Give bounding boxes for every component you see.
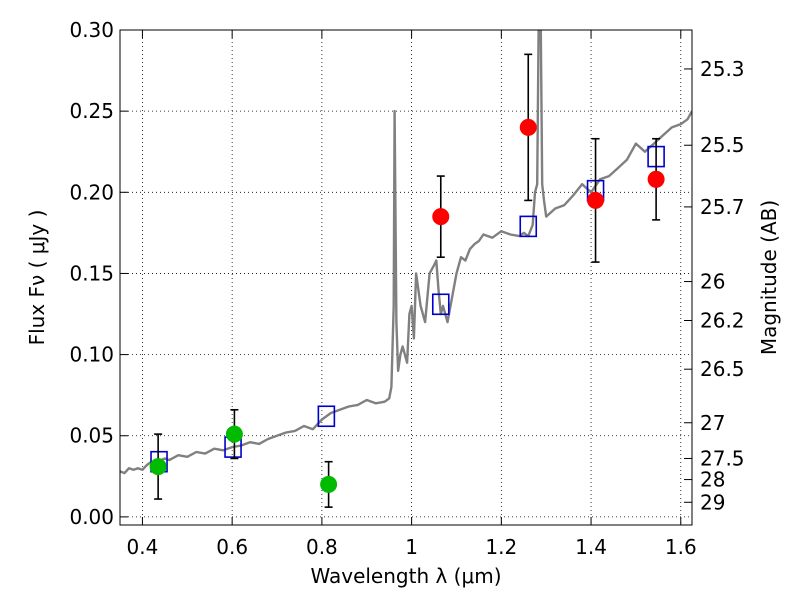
red-data-point (647, 170, 665, 188)
template-spectrum-line (120, 30, 692, 475)
green-data-point (149, 458, 167, 476)
y-tick-label: 0.10 (69, 343, 114, 367)
x-tick-label: 1.6 (665, 535, 697, 559)
y2-axis-label: Magnitude (AB) (757, 200, 781, 355)
y-tick-label: 0.30 (69, 18, 114, 42)
y2-tick-label: 25.3 (700, 57, 745, 81)
y2-tick-label: 26.5 (700, 357, 745, 381)
y2-tick-label: 27.5 (700, 446, 745, 470)
x-axis-label: Wavelength λ (μm) (310, 564, 501, 588)
x-tick-label: 1.2 (485, 535, 517, 559)
plot-area (120, 30, 692, 508)
green-data-point (320, 475, 338, 493)
x-tick-label: 1.4 (575, 535, 607, 559)
y2-tick-label: 25.5 (700, 133, 745, 157)
y-tick-label: 0.05 (69, 424, 114, 448)
y2-tick-label: 25.7 (700, 195, 745, 219)
y-tick-label: 0.00 (69, 505, 114, 529)
y-axis-label: Flux Fν ( μJy ) (25, 210, 49, 346)
y2-tick-label: 26 (700, 270, 725, 294)
y2-tick-label: 29 (700, 490, 725, 514)
y2-tick-label: 27 (700, 411, 725, 435)
y-tick-label: 0.15 (69, 261, 114, 285)
red-data-point (519, 118, 537, 136)
x-tick-label: 0.8 (306, 535, 338, 559)
y-tick-label: 0.25 (69, 99, 114, 123)
red-data-point (432, 208, 450, 226)
model-square-point (317, 405, 336, 428)
x-tick-label: 0.6 (216, 535, 248, 559)
y2-tick-label: 26.2 (700, 309, 745, 333)
red-data-point (587, 191, 605, 209)
x-tick-label: 0.4 (127, 535, 159, 559)
axis-ticks: 0.4 0.6 0.8 1 1.2 1.4 1.6 0.00 0.05 0.10 0.15 0.20 0… (69, 18, 744, 559)
y-tick-label: 0.20 (69, 180, 114, 204)
x-tick-label: 1 (405, 535, 418, 559)
model-square-point (431, 293, 450, 316)
green-data-point (225, 425, 243, 443)
model-square-point (519, 215, 538, 238)
plot-frame (119, 29, 693, 526)
y2-tick-label: 28 (700, 468, 725, 492)
grid (120, 29, 692, 525)
